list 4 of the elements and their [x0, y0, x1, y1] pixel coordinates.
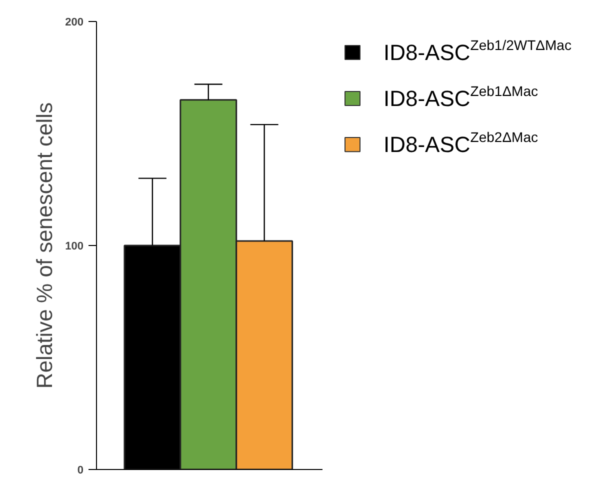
- y-tick-label: 100: [65, 240, 84, 252]
- y-axis-title: Relative % of senescent cells: [32, 102, 58, 389]
- y-tick-label: 200: [65, 16, 84, 28]
- y-tick-label: 0: [77, 464, 84, 476]
